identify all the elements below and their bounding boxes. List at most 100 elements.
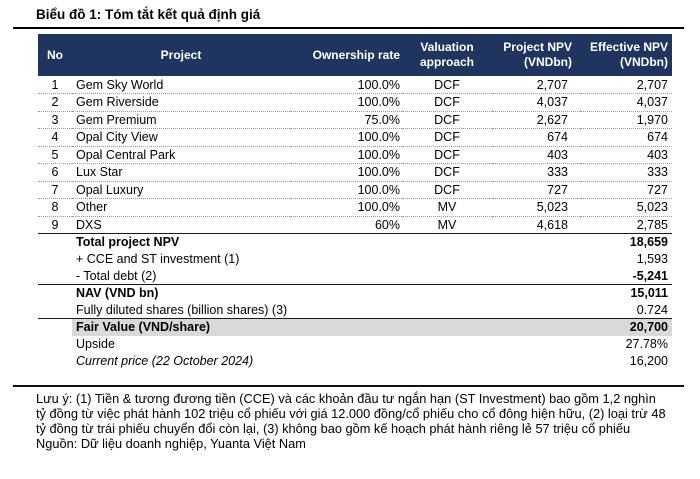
valuation-summary-table: No Project Ownership rate Valuation appr… <box>38 34 672 370</box>
header-no: No <box>38 34 72 76</box>
summary-label: NAV (VND bn) <box>76 286 159 301</box>
cell-approach: MV <box>437 200 457 215</box>
summary-empty-cell <box>38 251 72 268</box>
cell-project: Lux Star <box>76 165 123 180</box>
summary-row: Current price (22 October 2024) 16,200 <box>38 353 672 370</box>
cell-effective-npv: 4,037 <box>636 95 668 110</box>
summary-empty-cell <box>38 268 72 285</box>
figure-title: Biểu đồ 1: Tóm tắt kết quả định giá <box>36 7 261 22</box>
cell-project-npv: 2,707 <box>536 77 568 92</box>
header-valuation-approach: Valuation approach <box>402 34 492 76</box>
summary-value: 15,011 <box>630 286 668 301</box>
cell-project-npv: 727 <box>547 182 568 197</box>
footnotes-block: Lưu ý: (1) Tiền & tương đương tiền (CCE)… <box>13 384 684 452</box>
summary-label: Current price (22 October 2024) <box>76 354 254 368</box>
table-row: 2 Gem Riverside 100.0% DCF 4,037 4,037 <box>38 94 672 111</box>
table-row: 3 Gem Premium 75.0% DCF 2,627 1,970 <box>38 111 672 129</box>
cell-effective-npv: 333 <box>647 165 668 180</box>
cell-project: Gem Sky World <box>76 77 164 92</box>
header-ownership-rate: Ownership rate <box>290 34 402 76</box>
summary-label: Fully diluted shares (billion shares) (3… <box>76 302 288 317</box>
table-header: No Project Ownership rate Valuation appr… <box>38 34 672 76</box>
cell-ownership: 100.0% <box>357 200 400 215</box>
cell-project-npv: 674 <box>547 130 568 145</box>
cell-ownership: 100.0% <box>357 77 400 92</box>
summary-value: 16,200 <box>629 354 668 368</box>
cell-ownership: 60% <box>374 217 400 232</box>
summary-rows: Total project NPV 18,659 + CCE and ST inve… <box>38 233 672 370</box>
project-rows: 1 Gem Sky World 100.0% DCF 2,707 2,707 2 Gem Ri… <box>38 76 672 234</box>
summary-label: + CCE and ST investment (1) <box>76 252 240 266</box>
cell-project: Opal City View <box>76 130 158 145</box>
header-project-npv: Project NPV (VNDbn) <box>492 34 580 76</box>
cell-ownership: 100.0% <box>357 130 400 145</box>
table-row: 5 Opal Central Park 100.0% DCF 403 403 <box>38 146 672 164</box>
summary-empty-cell <box>38 319 72 336</box>
cell-project: Opal Central Park <box>76 147 176 162</box>
cell-no: 1 <box>51 77 59 92</box>
cell-approach: DCF <box>434 130 460 145</box>
cell-project: Gem Riverside <box>76 95 159 110</box>
summary-empty-cell <box>38 336 72 353</box>
cell-effective-npv: 2,707 <box>636 77 668 92</box>
cell-no: 7 <box>51 182 59 197</box>
table-row: 9 DXS 60% MV 4,618 2,785 <box>38 216 672 234</box>
summary-row: Fully diluted shares (billion shares) (3… <box>38 302 672 319</box>
summary-value: 0.724 <box>636 302 668 317</box>
cell-project-npv: 4,618 <box>536 217 568 232</box>
table-row: 6 Lux Star 100.0% DCF 333 333 <box>38 164 672 181</box>
header-project: Project <box>72 34 290 76</box>
header-effective-npv: Effective NPV (VNDbn) <box>580 34 672 76</box>
cell-effective-npv: 2,785 <box>636 217 668 232</box>
cell-approach: DCF <box>434 147 460 162</box>
source-text: Nguồn: Dữ liệu doanh nghiệp, Yuanta Việt… <box>36 436 306 452</box>
summary-value: -5,241 <box>632 268 668 283</box>
table-row: 7 Opal Luxury 100.0% DCF 727 727 <box>38 181 672 199</box>
summary-row: - Total debt (2) -5,241 <box>38 268 672 285</box>
footnote-text: Lưu ý: (1) Tiền & tương đương tiền (CCE)… <box>36 390 666 437</box>
summary-row: NAV (VND bn) 15,011 <box>38 284 672 302</box>
summary-value: 1,593 <box>636 252 668 266</box>
cell-approach: MV <box>437 217 457 232</box>
cell-no: 6 <box>51 165 59 180</box>
cell-ownership: 100.0% <box>357 165 400 180</box>
figure-title-block: Biểu đồ 1: Tóm tắt kết quả định giá <box>13 5 684 29</box>
cell-project: Gem Premium <box>76 112 157 127</box>
cell-ownership: 75.0% <box>364 112 400 127</box>
table-row: 8 Other 100.0% MV 5,023 5,023 <box>38 199 672 216</box>
cell-effective-npv: 5,023 <box>636 200 668 215</box>
table-header-row: No Project Ownership rate Valuation appr… <box>38 34 672 76</box>
cell-approach: DCF <box>434 112 460 127</box>
table-row: 1 Gem Sky World 100.0% DCF 2,707 2,707 <box>38 76 672 94</box>
summary-value: 20,700 <box>580 318 672 336</box>
summary-label: Upside <box>76 337 115 351</box>
cell-project: DXS <box>76 217 102 232</box>
cell-approach: DCF <box>434 77 460 92</box>
cell-no: 3 <box>51 112 59 127</box>
cell-project-npv: 2,627 <box>536 112 568 127</box>
summary-row: Upside 27.78% <box>38 336 672 353</box>
cell-approach: DCF <box>434 182 460 197</box>
cell-effective-npv: 403 <box>647 147 668 162</box>
summary-label: Fair Value (VND/share) <box>72 318 580 336</box>
summary-empty-cell <box>38 302 72 319</box>
cell-no: 2 <box>51 95 59 110</box>
cell-effective-npv: 1,970 <box>636 112 668 127</box>
cell-project: Other <box>76 200 108 215</box>
cell-no: 4 <box>51 130 59 145</box>
cell-no: 9 <box>51 217 59 232</box>
summary-value: 27.78% <box>625 337 668 351</box>
cell-ownership: 100.0% <box>357 182 400 197</box>
summary-empty-cell <box>38 285 72 302</box>
cell-no: 5 <box>51 147 59 162</box>
cell-project-npv: 333 <box>547 165 568 180</box>
cell-project-npv: 403 <box>547 147 568 162</box>
cell-no: 8 <box>51 200 59 215</box>
summary-row: Total project NPV 18,659 <box>38 233 672 251</box>
cell-effective-npv: 727 <box>647 182 668 197</box>
summary-empty-cell <box>38 353 72 370</box>
cell-effective-npv: 674 <box>647 130 668 145</box>
summary-value: 18,659 <box>629 235 668 250</box>
cell-project-npv: 4,037 <box>536 95 568 110</box>
